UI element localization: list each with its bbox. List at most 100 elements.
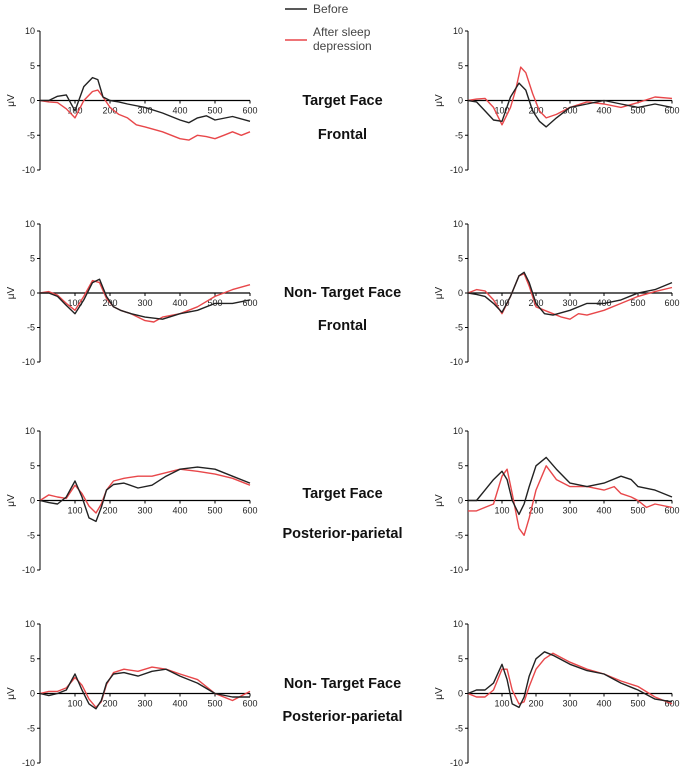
row3-left-xtick-label: 600 <box>242 506 257 516</box>
row4-right-after-line <box>467 652 673 705</box>
row1-right-ytick-label: -10 <box>450 165 463 175</box>
row1-right-xtick-label: 100 <box>494 106 509 116</box>
row4-left-ytick-label: 0 <box>30 689 35 699</box>
row4-right-xtick-label: 300 <box>562 699 577 709</box>
row1-left-ytick-label: -5 <box>27 130 35 140</box>
row1-left-ytick-label: 0 <box>30 96 35 106</box>
row-label-2-region: Frontal <box>317 318 368 334</box>
row2-left-ytick-label: -10 <box>22 357 35 367</box>
row3-left-xtick-label: 200 <box>102 506 117 516</box>
row3-right-ytick-label: 0 <box>458 496 463 506</box>
row1-left-ytick-label: -10 <box>22 165 35 175</box>
row1-left-xtick-label: 300 <box>137 106 152 116</box>
row1-right-xtick-label: 300 <box>562 106 577 116</box>
row4-left-xtick-label: 300 <box>137 699 152 709</box>
row3-right-y-label: μV <box>434 494 445 507</box>
row1-right-ytick-label: 5 <box>458 61 463 71</box>
row3-left-before-line <box>39 466 251 523</box>
row3-left-ytick-label: -10 <box>22 565 35 575</box>
row2-left-before-line <box>40 278 251 320</box>
legend-after-label: After sleep depression <box>313 25 372 53</box>
row3-right-ytick-label: -5 <box>455 530 463 540</box>
row1-left-ytick-label: 5 <box>30 61 35 71</box>
row3-right-ytick-label: -10 <box>450 565 463 575</box>
row3-right-before-line <box>468 456 673 516</box>
row4-right-y-label: μV <box>434 687 445 700</box>
row3-right-xtick-label: 600 <box>664 506 679 516</box>
row2-left-ytick-label: 5 <box>30 254 35 264</box>
row2-right-after-line <box>467 273 673 320</box>
row1-left-y-label: μV <box>6 94 17 107</box>
row3-right-xtick-label: 400 <box>596 506 611 516</box>
row2-left-xtick-label: 100 <box>67 298 82 308</box>
row2-right-ytick-label: 0 <box>458 288 463 298</box>
row2-right-ytick-label: 10 <box>453 219 463 229</box>
row-label-1-title: Target Face <box>302 93 383 109</box>
row2-right-xtick-label: 600 <box>664 298 679 308</box>
row4-left-xtick-label: 600 <box>242 699 257 709</box>
row4-left-before-line <box>39 668 250 710</box>
row1-right-xtick-label: 600 <box>664 106 679 116</box>
row3-right-xtick-label: 500 <box>630 506 645 516</box>
row3-left-xtick-label: 400 <box>172 506 187 516</box>
row2-right-before-line <box>467 271 673 316</box>
row4-left-xtick-label: 500 <box>207 699 222 709</box>
row1-right-ytick-label: 0 <box>458 96 463 106</box>
row-label-3-region: Posterior-parietal <box>282 526 403 542</box>
row3-right-xtick-label: 200 <box>528 506 543 516</box>
row1-left-xtick-label: 600 <box>242 106 257 116</box>
row4-right-ytick-label: 0 <box>458 689 463 699</box>
row1-left-before-line <box>40 76 251 124</box>
row3-left-ytick-label: -5 <box>27 530 35 540</box>
row4-left-ytick-label: -10 <box>22 758 35 768</box>
row1-right-after-line <box>467 66 673 126</box>
row4-left-ytick-label: 5 <box>30 654 35 664</box>
row3-left-after-line <box>39 468 251 514</box>
row4-right-xtick-label: 200 <box>528 699 543 709</box>
row4-right-ytick-label: -10 <box>450 758 463 768</box>
row2-left-xtick-label: 400 <box>172 298 187 308</box>
row2-left-xtick-label: 600 <box>242 298 257 308</box>
row3-right-ytick-label: 5 <box>458 461 463 471</box>
row1-left-xtick-label: 500 <box>207 106 222 116</box>
row2-left-ytick-label: 10 <box>25 219 35 229</box>
row1-right-ytick-label: 10 <box>453 26 463 36</box>
row1-right-before-line <box>467 82 673 128</box>
row4-left-xtick-label: 100 <box>67 699 82 709</box>
row4-right-ytick-label: 5 <box>458 654 463 664</box>
row2-left-xtick-label: 300 <box>137 298 152 308</box>
row4-right-xtick-label: 400 <box>596 699 611 709</box>
row1-right-xtick-label: 500 <box>630 106 645 116</box>
row3-left-y-label: μV <box>6 494 17 507</box>
legend-before-label: Before <box>313 2 349 16</box>
row1-left-ytick-label: 10 <box>25 26 35 36</box>
row3-left-ytick-label: 0 <box>30 496 35 506</box>
row3-right-xtick-label: 300 <box>562 506 577 516</box>
row-label-2-title: Non- Target Face <box>283 285 402 301</box>
row-label-1-region: Frontal <box>317 127 368 143</box>
row4-right-xtick-label: 100 <box>494 699 509 709</box>
row4-left-ytick-label: -5 <box>27 723 35 733</box>
row2-right-xtick-label: 100 <box>494 298 509 308</box>
row3-left-xtick-label: 100 <box>67 506 82 516</box>
row2-right-ytick-label: -10 <box>450 357 463 367</box>
row4-left-ytick-label: 10 <box>25 619 35 629</box>
row4-right-ytick-label: -5 <box>455 723 463 733</box>
row4-left-y-label: μV <box>6 687 17 700</box>
row3-right-xtick-label: 100 <box>494 506 509 516</box>
row1-right-y-label: μV <box>434 94 445 107</box>
row2-left-ytick-label: -5 <box>27 323 35 333</box>
row1-right-xtick-label: 200 <box>528 106 543 116</box>
row2-right-y-label: μV <box>434 286 445 299</box>
row4-right-before-line <box>467 651 673 709</box>
row1-left-xtick-label: 400 <box>172 106 187 116</box>
row2-left-y-label: μV <box>6 286 17 299</box>
row1-right-xtick-label: 400 <box>596 106 611 116</box>
row2-right-xtick-label: 300 <box>562 298 577 308</box>
row3-right-after-line <box>468 465 673 536</box>
row4-right-ytick-label: 10 <box>453 619 463 629</box>
row3-left-ytick-label: 10 <box>25 426 35 436</box>
row3-right-ytick-label: 10 <box>453 426 463 436</box>
row1-right-ytick-label: -5 <box>455 130 463 140</box>
